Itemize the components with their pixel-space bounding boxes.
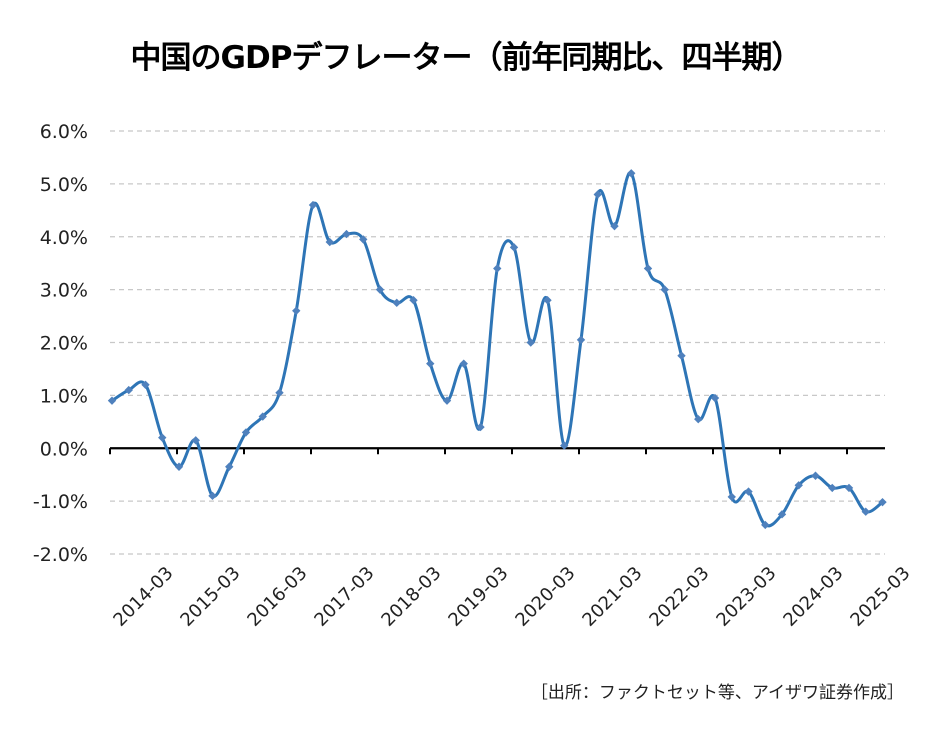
- data-point-marker: [777, 510, 787, 519]
- x-tick-label: 2014-03: [109, 563, 177, 631]
- gridlines: [110, 130, 885, 555]
- y-tick-label: 2.0%: [40, 333, 88, 355]
- data-point-marker: [141, 380, 150, 389]
- y-tick-label: 0.0%: [40, 438, 88, 460]
- data-point-marker: [476, 422, 485, 432]
- data-point-marker: [158, 433, 167, 442]
- data-point-marker: [727, 492, 736, 502]
- data-point-marker: [660, 285, 669, 294]
- data-point-marker: [576, 335, 586, 345]
- x-tick-label: 2024-03: [779, 563, 847, 631]
- x-tick-label: 2022-03: [645, 563, 713, 631]
- y-tick-label: 6.0%: [40, 121, 88, 143]
- data-point-marker: [258, 412, 267, 421]
- series-layer: [107, 169, 887, 530]
- data-point-marker: [493, 264, 502, 273]
- y-tick-label: 4.0%: [40, 227, 88, 249]
- y-tick-label: -1.0%: [33, 491, 88, 513]
- data-point-marker: [878, 497, 887, 507]
- x-tick-label: 2018-03: [377, 563, 445, 631]
- data-point-marker: [593, 190, 602, 199]
- data-point-marker: [442, 396, 452, 405]
- data-point-marker: [208, 491, 217, 501]
- data-point-marker: [844, 483, 854, 493]
- data-point-marker: [627, 169, 636, 178]
- x-tick-label: 2020-03: [511, 563, 579, 631]
- y-axis-ticks: 6.0% 5.0% 4.0% 3.0% 2.0% 1.0% 0.0% -1.0% -2.0%: [33, 121, 88, 566]
- y-tick-label: -2.0%: [33, 544, 88, 566]
- data-point-marker: [543, 296, 552, 305]
- data-point-marker: [241, 428, 251, 437]
- y-tick-label: 1.0%: [40, 385, 88, 407]
- data-point-marker: [861, 507, 870, 516]
- data-point-marker: [560, 441, 569, 450]
- x-tick-label: 2017-03: [310, 563, 378, 631]
- data-point-marker: [710, 393, 720, 403]
- x-tick-label: 2023-03: [712, 563, 780, 631]
- data-point-marker: [392, 298, 401, 308]
- data-point-marker: [292, 306, 301, 315]
- data-point-marker: [459, 359, 468, 368]
- x-tick-label: 2025-03: [846, 563, 914, 631]
- data-point-marker: [225, 462, 234, 471]
- x-tick-label: 2021-03: [578, 563, 646, 631]
- data-point-marker: [828, 483, 837, 493]
- source-note: ［出所：ファクトセット等、アイザワ証券作成］: [530, 683, 904, 703]
- series-line: [111, 171, 884, 528]
- data-point-marker: [107, 396, 117, 405]
- data-point-marker: [325, 237, 334, 247]
- data-point-marker: [677, 351, 686, 360]
- x-tick-label: 2015-03: [176, 563, 244, 631]
- data-point-marker: [744, 487, 753, 496]
- data-point-marker: [342, 229, 351, 239]
- data-point-marker: [811, 471, 820, 480]
- y-tick-label: 3.0%: [40, 280, 88, 302]
- data-point-marker: [174, 462, 184, 471]
- data-point-marker: [509, 243, 519, 252]
- data-point-marker: [375, 285, 385, 294]
- data-point-marker: [794, 481, 803, 490]
- y-tick-label: 5.0%: [40, 174, 88, 196]
- x-axis-ticks: 2014-032015-032016-032017-032018-032019-…: [109, 563, 914, 631]
- data-point-marker: [191, 436, 200, 445]
- chart-title: 中国のGDPデフレーター（前年同期比、四半期）: [130, 40, 803, 76]
- data-point-marker: [526, 338, 535, 347]
- data-point-marker: [426, 359, 435, 368]
- x-axis: [109, 447, 885, 455]
- data-point-marker: [275, 388, 284, 397]
- data-point-marker: [643, 264, 653, 273]
- x-tick-label: 2016-03: [243, 563, 311, 631]
- data-point-marker: [610, 221, 619, 231]
- x-tick-label: 2019-03: [444, 563, 512, 631]
- data-point-marker: [124, 385, 133, 395]
- data-point-marker: [409, 296, 418, 305]
- data-point-marker: [308, 200, 318, 210]
- data-point-marker: [359, 235, 368, 244]
- data-point-marker: [694, 414, 703, 424]
- data-point-marker: [761, 520, 770, 530]
